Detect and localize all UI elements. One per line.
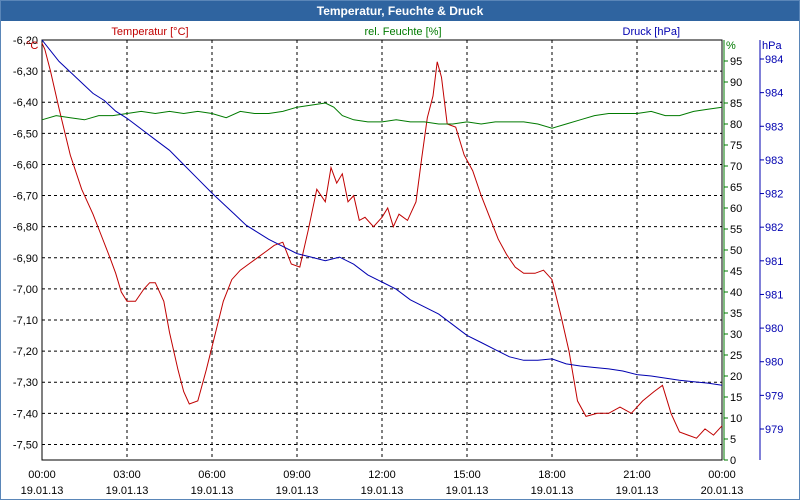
x-tick-time: 12:00	[368, 469, 396, 481]
left-tick-label: -6,40	[13, 97, 38, 109]
left-tick-label: -7,30	[13, 377, 38, 389]
x-tick-date: 19.01.13	[446, 485, 489, 497]
left-tick-label: -6,20	[13, 35, 38, 47]
x-tick-time: 00:00	[708, 469, 736, 481]
x-tick-time: 15:00	[453, 469, 481, 481]
right2-tick-label: 980	[765, 357, 783, 369]
right2-axis-unit: hPa	[762, 40, 782, 52]
right1-tick-label: 25	[730, 350, 742, 362]
right2-tick-label: 984	[765, 54, 783, 66]
right2-tick-label: 983	[765, 121, 783, 133]
x-tick-date: 20.01.13	[701, 485, 744, 497]
left-tick-label: -7,10	[13, 315, 38, 327]
left-tick-label: -7,50	[13, 439, 38, 451]
right1-tick-label: 95	[730, 56, 742, 68]
right1-axis-title: rel. Feuchte [%]	[364, 26, 441, 38]
right1-tick-label: 10	[730, 413, 742, 425]
window-title: Temperatur, Feuchte & Druck	[1, 1, 799, 21]
x-tick-date: 19.01.13	[361, 485, 404, 497]
right1-tick-label: 70	[730, 161, 742, 173]
right1-tick-label: 65	[730, 182, 742, 194]
right2-tick-label: 979	[765, 390, 783, 402]
x-tick-date: 19.01.13	[531, 485, 574, 497]
left-tick-label: -7,20	[13, 346, 38, 358]
pressure-series-line	[41, 39, 723, 386]
right1-tick-label: 75	[730, 140, 742, 152]
x-tick-date: 19.01.13	[616, 485, 659, 497]
left-axis-unit: °C	[26, 40, 38, 52]
right2-tick-label: 980	[765, 323, 783, 335]
right2-tick-label: 981	[765, 289, 783, 301]
right2-tick-label: 982	[765, 189, 783, 201]
left-tick-label: -6,70	[13, 191, 38, 203]
left-tick-label: -7,40	[13, 408, 38, 420]
right1-tick-label: 40	[730, 287, 742, 299]
x-tick-time: 00:00	[28, 469, 56, 481]
left-tick-label: -6,60	[13, 159, 38, 171]
right1-tick-label: 30	[730, 329, 742, 341]
right2-tick-label: 979	[765, 424, 783, 436]
right2-axis-title: Druck [hPa]	[623, 26, 680, 38]
right1-tick-label: 90	[730, 77, 742, 89]
right1-tick-label: 85	[730, 98, 742, 110]
right1-tick-label: 15	[730, 392, 742, 404]
x-tick-time: 03:00	[113, 469, 141, 481]
right1-tick-label: 0	[730, 455, 736, 467]
left-tick-label: -7,00	[13, 284, 38, 296]
left-tick-label: -6,80	[13, 222, 38, 234]
x-tick-date: 19.01.13	[21, 485, 64, 497]
right2-tick-label: 984	[765, 88, 783, 100]
x-tick-date: 19.01.13	[191, 485, 234, 497]
x-tick-time: 06:00	[198, 469, 226, 481]
right1-tick-label: 45	[730, 266, 742, 278]
temperature-series-line	[41, 42, 723, 439]
right2-tick-label: 982	[765, 222, 783, 234]
x-tick-date: 19.01.13	[276, 485, 319, 497]
x-tick-time: 18:00	[538, 469, 566, 481]
right2-tick-label: 981	[765, 256, 783, 268]
x-tick-time: 21:00	[623, 469, 651, 481]
left-axis-title: Temperatur [°C]	[111, 26, 188, 38]
humidity-series-line	[41, 102, 723, 129]
left-tick-label: -6,50	[13, 128, 38, 140]
right1-tick-label: 60	[730, 203, 742, 215]
right1-tick-label: 5	[730, 434, 736, 446]
right1-tick-label: 55	[730, 224, 742, 236]
right1-tick-label: 35	[730, 308, 742, 320]
right2-tick-label: 983	[765, 155, 783, 167]
right1-tick-label: 80	[730, 119, 742, 131]
right1-tick-label: 20	[730, 371, 742, 383]
x-tick-date: 19.01.13	[106, 485, 149, 497]
x-tick-time: 09:00	[283, 469, 311, 481]
left-tick-label: -6,90	[13, 253, 38, 265]
right1-tick-label: 50	[730, 245, 742, 257]
left-tick-label: -6,30	[13, 66, 38, 78]
right1-axis-unit: %	[726, 40, 736, 52]
